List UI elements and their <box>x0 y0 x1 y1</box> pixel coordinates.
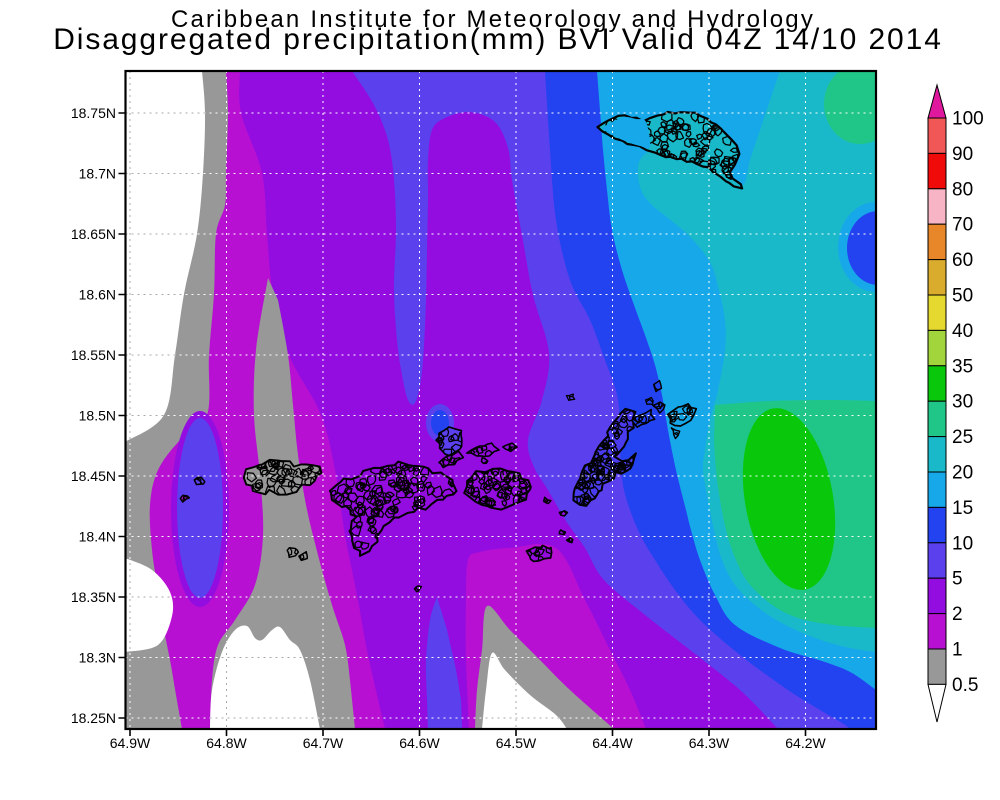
svg-text:64.3W: 64.3W <box>689 735 730 751</box>
svg-text:100: 100 <box>952 109 984 130</box>
svg-text:18.65N: 18.65N <box>71 226 116 242</box>
svg-text:64.2W: 64.2W <box>785 735 826 751</box>
svg-text:35: 35 <box>952 356 973 377</box>
svg-text:5: 5 <box>952 569 963 590</box>
svg-text:18.5N: 18.5N <box>79 408 116 424</box>
svg-text:64.6W: 64.6W <box>399 735 440 751</box>
svg-text:18.35N: 18.35N <box>71 589 116 605</box>
svg-text:30: 30 <box>952 392 973 413</box>
svg-text:25: 25 <box>952 427 973 448</box>
svg-text:70: 70 <box>952 215 973 236</box>
svg-text:64.4W: 64.4W <box>592 735 633 751</box>
svg-text:10: 10 <box>952 533 973 554</box>
svg-text:18.25N: 18.25N <box>71 710 116 726</box>
svg-text:90: 90 <box>952 144 973 165</box>
svg-text:18.3N: 18.3N <box>79 650 116 666</box>
svg-text:18.55N: 18.55N <box>71 347 116 363</box>
svg-text:50: 50 <box>952 286 973 307</box>
svg-text:64.8W: 64.8W <box>206 735 247 751</box>
svg-text:40: 40 <box>952 321 973 342</box>
svg-text:18.7N: 18.7N <box>79 166 116 182</box>
svg-text:18.45N: 18.45N <box>71 468 116 484</box>
svg-text:0.5: 0.5 <box>952 675 978 696</box>
svg-text:64.5W: 64.5W <box>496 735 537 751</box>
svg-text:Disaggregated precipitation(mm: Disaggregated precipitation(mm) BVI Vali… <box>53 23 943 56</box>
svg-text:64.7W: 64.7W <box>303 735 344 751</box>
svg-text:80: 80 <box>952 179 973 200</box>
svg-text:18.4N: 18.4N <box>79 529 116 545</box>
svg-text:18.6N: 18.6N <box>79 287 116 303</box>
svg-text:60: 60 <box>952 250 973 271</box>
svg-text:64.9W: 64.9W <box>110 735 151 751</box>
svg-text:2: 2 <box>952 604 963 625</box>
svg-text:1: 1 <box>952 640 963 661</box>
svg-text:15: 15 <box>952 498 973 519</box>
svg-text:18.75N: 18.75N <box>71 105 116 121</box>
svg-text:20: 20 <box>952 463 973 484</box>
svg-text:Caribbean Institute for Meteor: Caribbean Institute for Meteorology and … <box>171 6 815 33</box>
